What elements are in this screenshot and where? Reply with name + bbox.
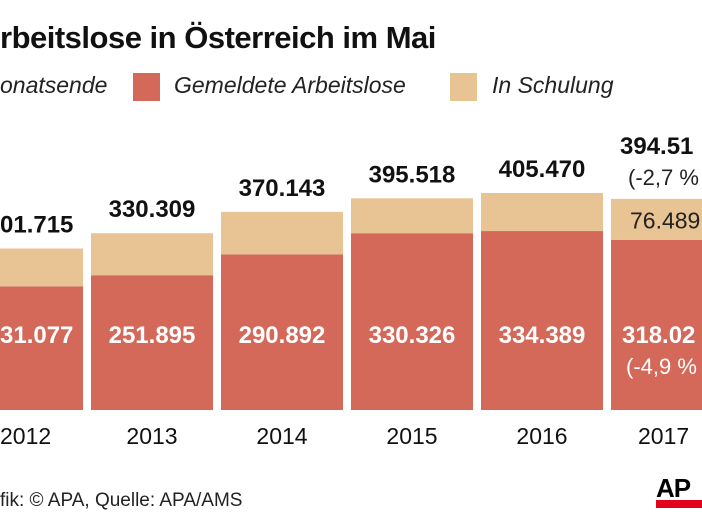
total-label-2016: 405.470 (499, 156, 586, 183)
total-label-2013: 330.309 (109, 196, 196, 223)
apa-logo: AP (656, 473, 702, 508)
year-label-2017: 2017 (638, 423, 689, 449)
schulung-label-2017: 76.489 (630, 207, 700, 233)
total-label-2017: 394.51 (620, 133, 693, 160)
total-label-2014: 370.143 (239, 175, 326, 202)
total-label-2012: 01.715 (0, 212, 73, 239)
legend-total-label: onatsende (0, 72, 108, 98)
legend-gemeldete-label: Gemeldete Arbeitslose (174, 72, 406, 98)
gemeldete-label-2016: 334.389 (499, 322, 586, 349)
bar-schulung-2014 (221, 211, 343, 255)
year-label-2013: 2013 (126, 423, 177, 449)
chart-title: rbeitslose in Österreich im Mai (0, 20, 436, 55)
year-label-2015: 2015 (386, 423, 437, 449)
stacked-bar-chart: 01.715 31.077 2012 330.309 251.895 2013 370.14… (0, 133, 702, 449)
apa-logo-text: AP (656, 473, 691, 503)
bar-schulung-2015 (351, 198, 473, 234)
gemeldete-label-2017: 318.02 (622, 322, 695, 349)
total-label-2015: 395.518 (369, 161, 456, 188)
apa-logo-bar (656, 500, 702, 508)
total-change-label-2017: (-2,7 % (628, 165, 699, 190)
bar-gemeldete-2013 (91, 275, 213, 410)
bar-schulung-2013 (91, 233, 213, 276)
gemeldete-label-2013: 251.895 (109, 322, 196, 349)
bar-schulung-2017 (611, 198, 702, 240)
bar-gemeldete-2012 (0, 286, 83, 410)
bar-gemeldete-2017 (611, 239, 702, 410)
bar-gemeldete-2016 (481, 231, 603, 410)
bar-gemeldete-2014 (221, 254, 343, 410)
gemeldete-label-2014: 290.892 (239, 322, 326, 349)
gemeldete-label-2015: 330.326 (369, 322, 456, 349)
source-credit: fik: © APA, Quelle: APA/AMS (0, 490, 243, 511)
bar-schulung-2016 (481, 193, 603, 232)
legend-swatch-gemeldete (133, 73, 160, 101)
legend-swatch-schulung (450, 73, 477, 101)
bar-schulung-2012 (0, 248, 83, 287)
legend-schulung-label: In Schulung (492, 72, 614, 98)
year-label-2014: 2014 (256, 423, 307, 449)
gemeldete-change-label-2017: (-4,9 % (626, 354, 697, 379)
year-label-2016: 2016 (516, 423, 567, 449)
year-label-2012: 2012 (0, 423, 51, 449)
gemeldete-label-2012: 31.077 (0, 322, 73, 349)
bar-gemeldete-2015 (351, 233, 473, 410)
